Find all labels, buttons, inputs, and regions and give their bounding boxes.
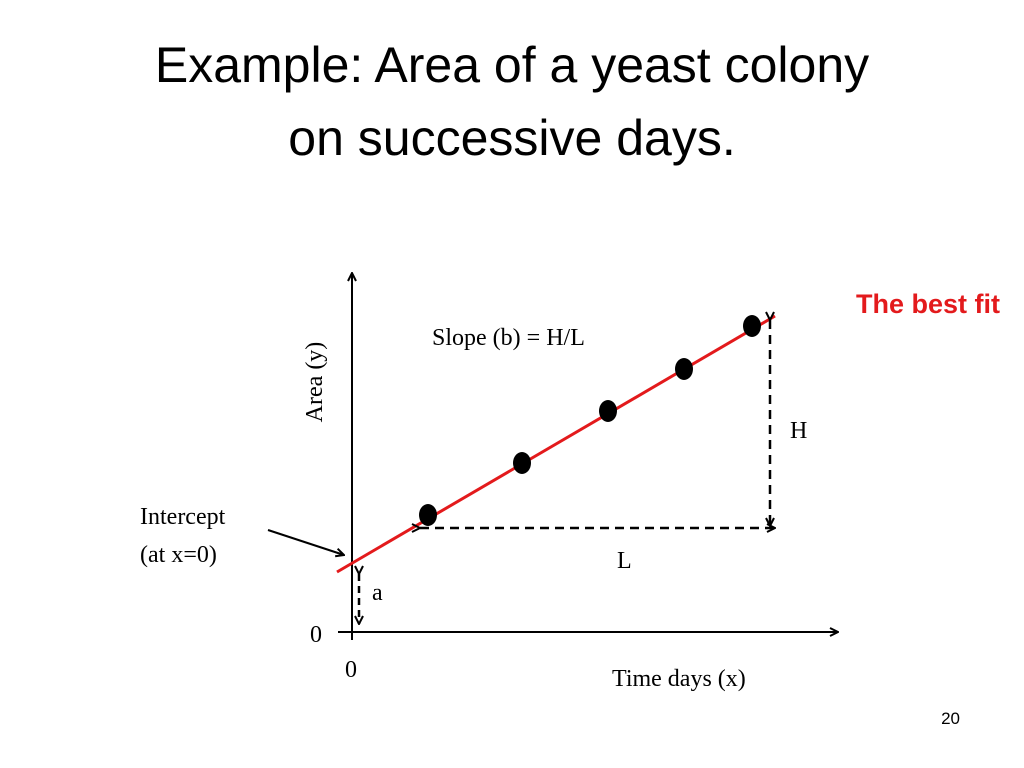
- a-label: a: [372, 580, 383, 606]
- intercept-label: Intercept: [140, 504, 226, 530]
- x-zero-label: 0: [345, 657, 357, 683]
- data-points: [419, 315, 761, 526]
- x-axis-label: Time days (x): [612, 666, 746, 692]
- best-fit-label: The best fit: [856, 289, 1000, 319]
- point: [419, 504, 437, 526]
- point: [599, 400, 617, 422]
- l-label: L: [617, 548, 632, 574]
- h-label: H: [790, 418, 807, 444]
- title-line: Example: Area of a yeast colony: [155, 37, 869, 93]
- intercept-label: (at x=0): [140, 542, 217, 568]
- best-fit-line: [336, 314, 776, 574]
- y-zero-label: 0: [310, 622, 322, 648]
- y-axis-label: Area (y): [302, 342, 328, 423]
- slope-label: Slope (b) = H/L: [432, 325, 585, 351]
- title-line: on successive days.: [288, 110, 735, 166]
- point: [513, 452, 531, 474]
- point: [675, 358, 693, 380]
- point: [743, 315, 761, 337]
- page-number: 20: [941, 709, 960, 728]
- intercept-arrow: [267, 529, 344, 555]
